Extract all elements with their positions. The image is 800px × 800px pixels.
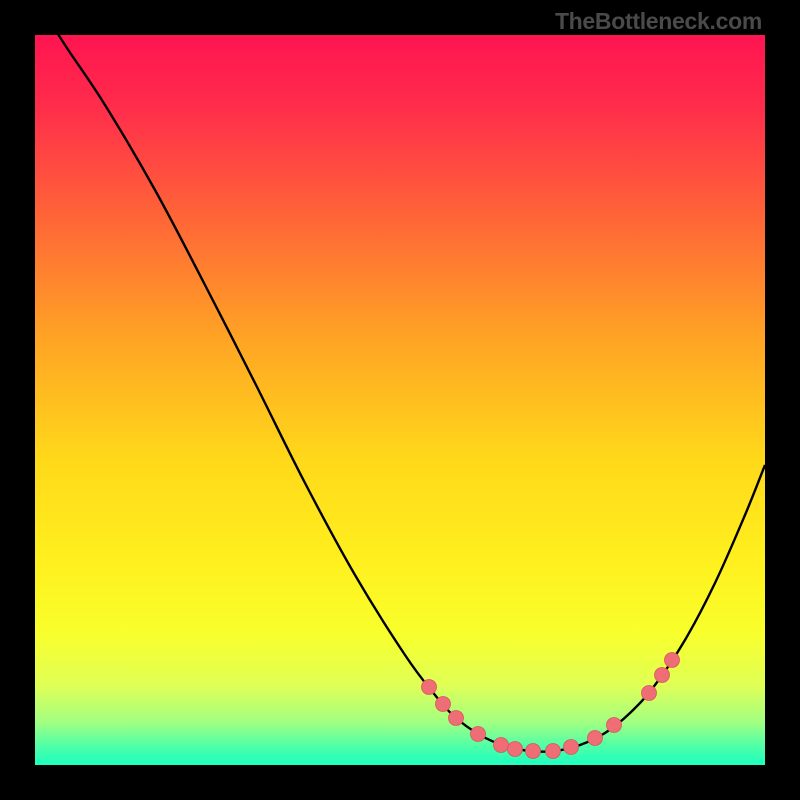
bottleneck-curve <box>35 35 765 765</box>
data-marker <box>588 731 603 746</box>
data-marker <box>546 744 561 759</box>
data-marker <box>665 653 680 668</box>
data-marker <box>422 680 437 695</box>
data-marker <box>607 718 622 733</box>
plot-area <box>35 35 765 765</box>
data-marker <box>471 727 486 742</box>
data-marker <box>564 740 579 755</box>
data-marker <box>494 738 509 753</box>
watermark-text: TheBottleneck.com <box>555 8 762 35</box>
data-marker <box>508 742 523 757</box>
data-marker <box>526 744 541 759</box>
data-marker <box>642 686 657 701</box>
data-marker <box>655 668 670 683</box>
data-marker <box>449 711 464 726</box>
data-marker <box>436 697 451 712</box>
